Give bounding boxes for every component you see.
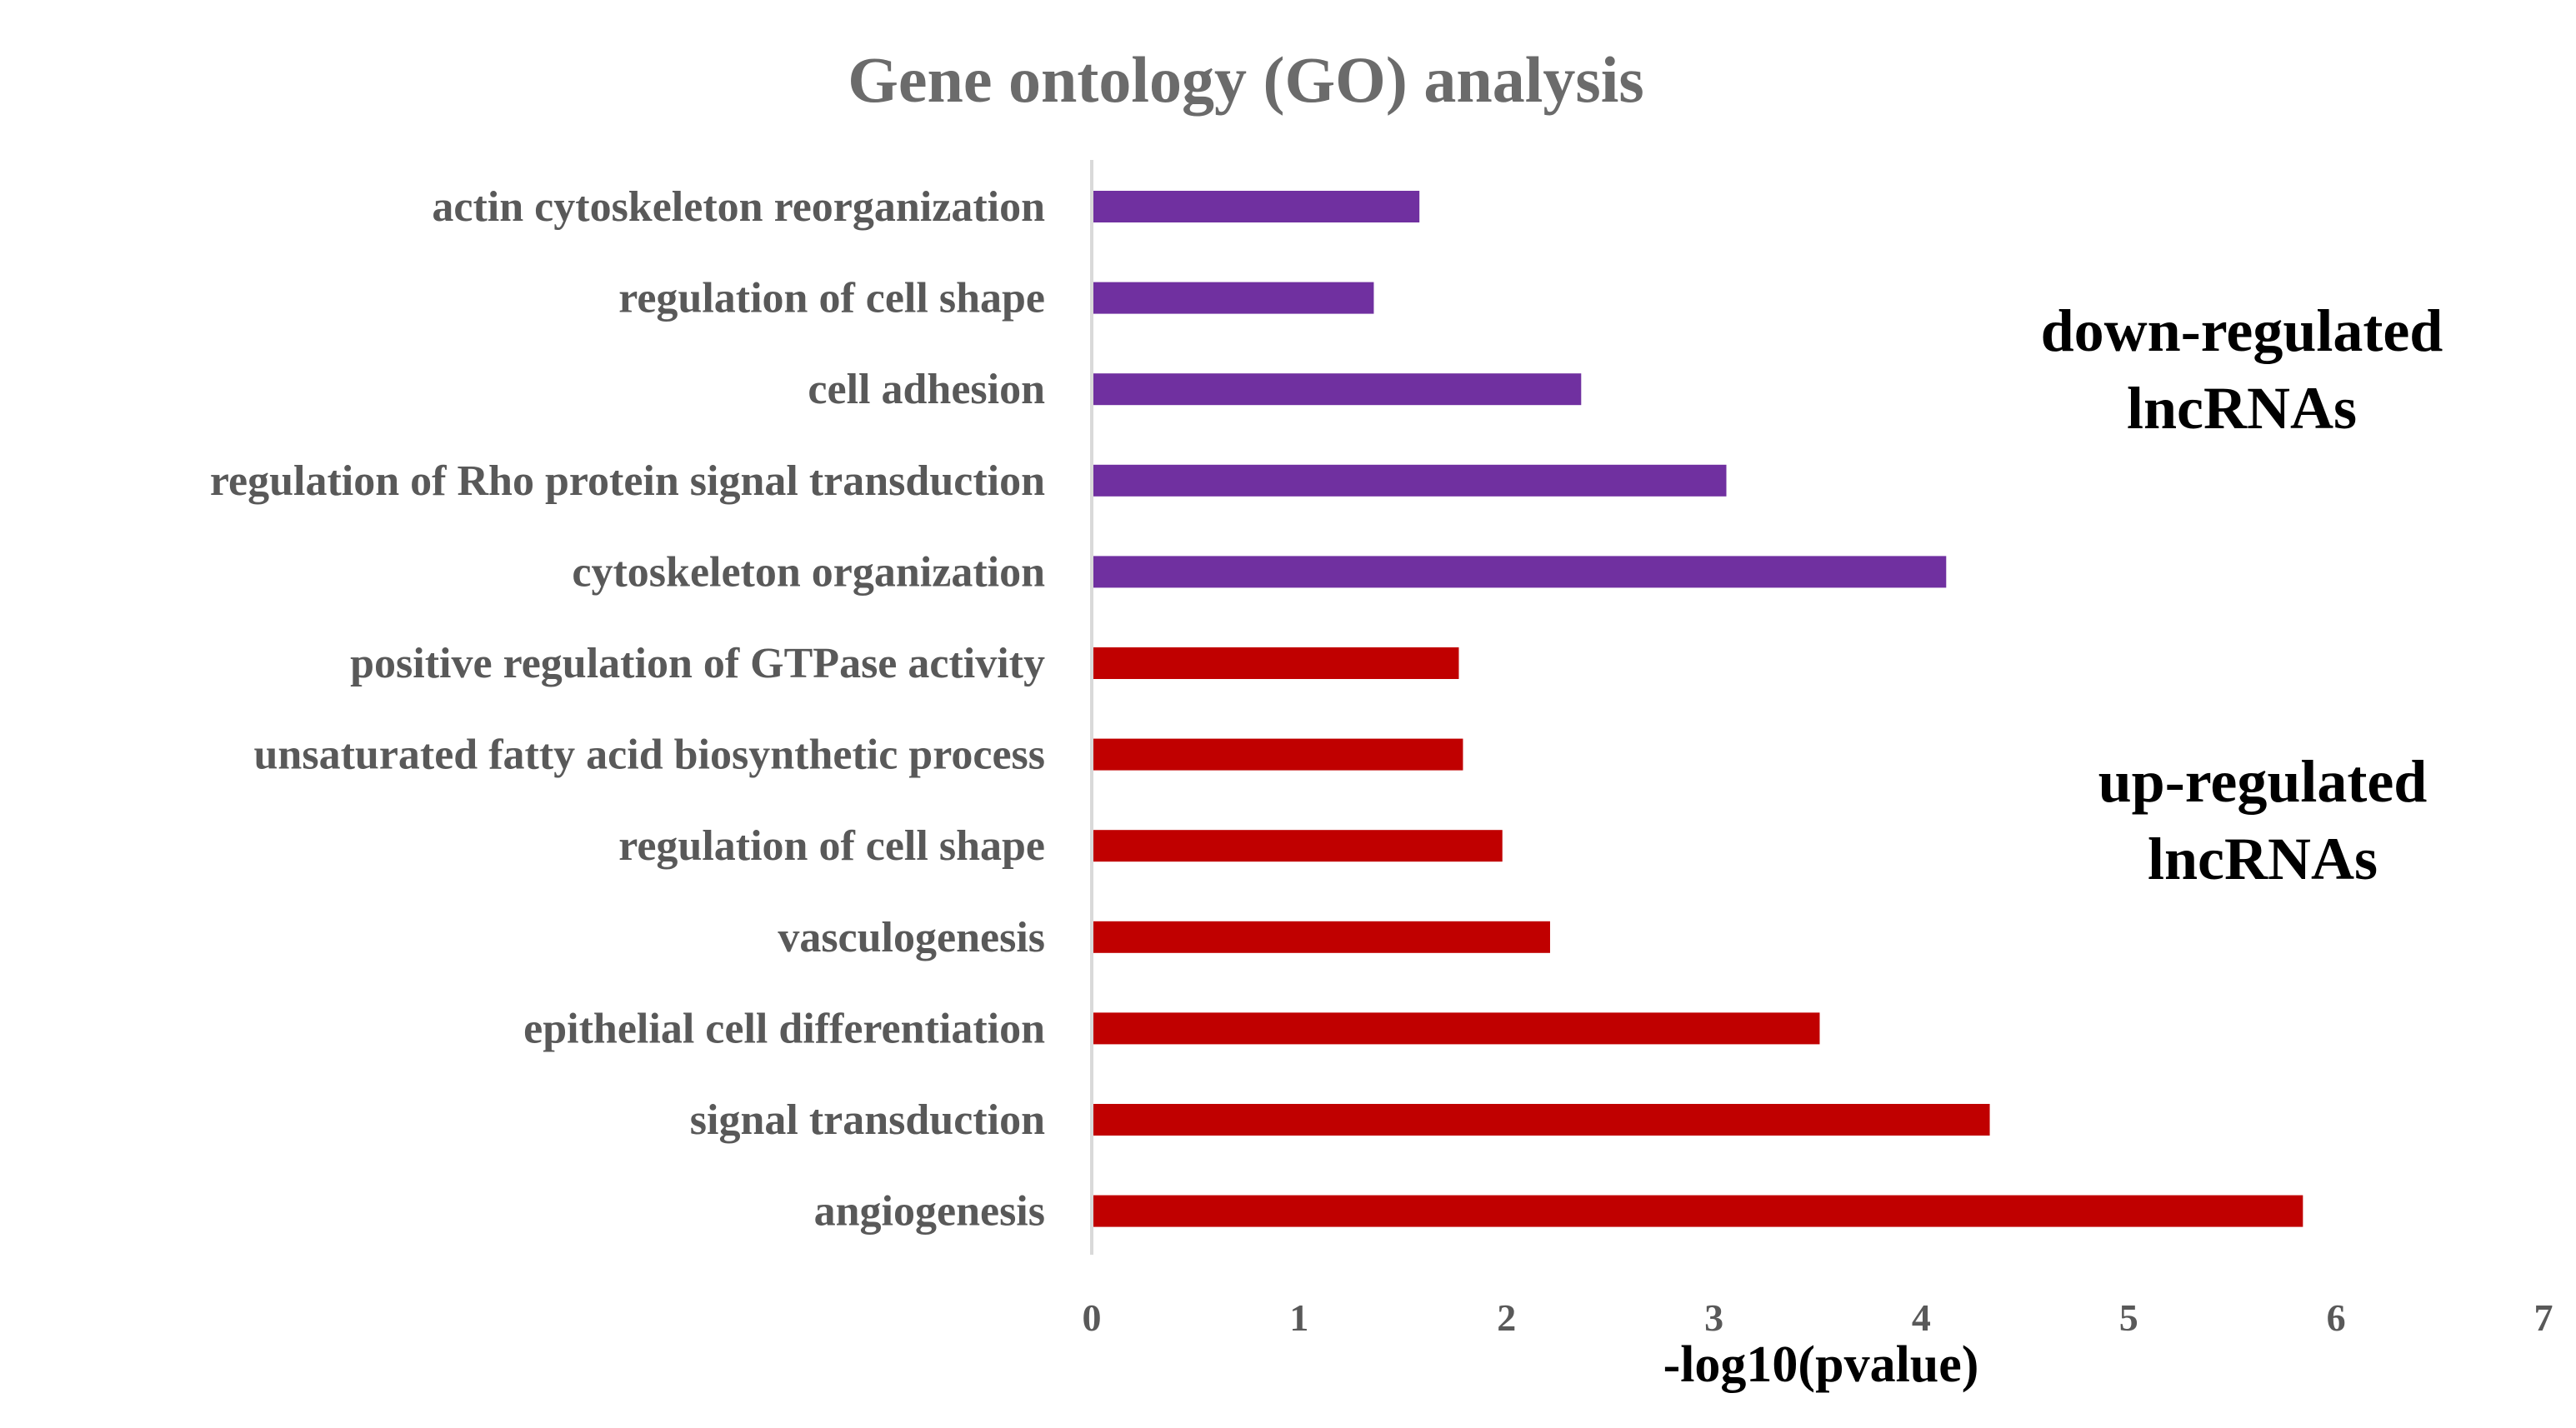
- bar-up-6: [1092, 738, 1463, 771]
- x-tick-label: 1: [1289, 1296, 1308, 1339]
- x-tick-label: 7: [2534, 1296, 2553, 1339]
- bar-up-9: [1092, 1012, 1820, 1045]
- category-label: signal transduction: [690, 1096, 1045, 1144]
- bar-up-7: [1092, 830, 1503, 862]
- bar-up-8: [1092, 921, 1550, 953]
- x-tick-label: 3: [1704, 1296, 1723, 1339]
- category-label: regulation of cell shape: [618, 822, 1045, 870]
- chart-title: Gene ontology (GO) analysis: [848, 43, 1644, 116]
- category-label: regulation of cell shape: [618, 275, 1045, 322]
- category-label: positive regulation of GTPase activity: [350, 640, 1045, 687]
- x-tick-label: 6: [2327, 1296, 2346, 1339]
- category-label: epithelial cell differentiation: [523, 1005, 1045, 1052]
- annotation-up-line-1: lncRNAs: [2148, 826, 2378, 892]
- category-label: regulation of Rho protein signal transdu…: [210, 457, 1045, 505]
- annotation-down-line-0: down-regulated: [2041, 297, 2443, 364]
- category-label: actin cytoskeleton reorganization: [432, 183, 1045, 231]
- bar-down-0: [1092, 191, 1420, 222]
- bar-down-4: [1092, 556, 1947, 588]
- x-axis-title: -log10(pvalue): [1663, 1336, 1979, 1393]
- bar-up-10: [1092, 1104, 1990, 1136]
- x-tick-label: 0: [1083, 1296, 1102, 1339]
- bar-down-3: [1092, 464, 1727, 497]
- bar-up-11: [1092, 1195, 2303, 1227]
- bars-group: [1092, 191, 2303, 1227]
- category-label: vasculogenesis: [778, 914, 1045, 961]
- bar-down-2: [1092, 373, 1582, 406]
- category-label: unsaturated fatty acid biosynthetic proc…: [254, 731, 1045, 779]
- bar-up-5: [1092, 647, 1459, 679]
- bar-down-1: [1092, 282, 1374, 314]
- x-tick-label: 2: [1497, 1296, 1516, 1339]
- category-label: cell adhesion: [808, 366, 1045, 413]
- category-labels: actin cytoskeleton reorganization regulat…: [210, 183, 1045, 1236]
- category-label: cytoskeleton organization: [572, 548, 1045, 596]
- x-tick-labels: 0 1 2 3 4 5 6 7: [1083, 1296, 2553, 1339]
- category-label: angiogenesis: [814, 1188, 1045, 1236]
- x-tick-label: 5: [2119, 1296, 2138, 1339]
- annotation-down-line-1: lncRNAs: [2127, 375, 2357, 442]
- x-tick-label: 4: [1912, 1296, 1931, 1339]
- annotation-up-line-0: up-regulated: [2098, 748, 2428, 815]
- annotations-group: down-regulated lncRNAs up-regulated lncRNAs: [2041, 297, 2443, 892]
